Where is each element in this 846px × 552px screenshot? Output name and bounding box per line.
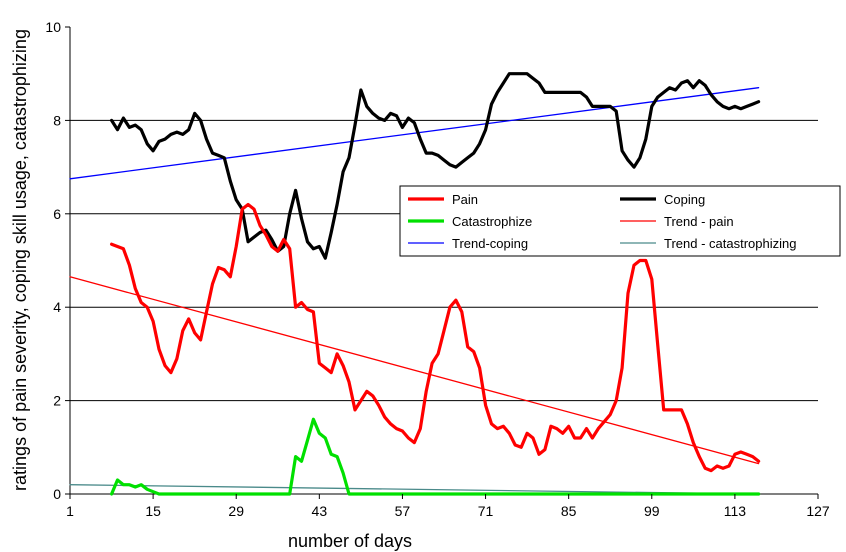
x-tick-label: 29 [228, 503, 244, 519]
legend-label: Pain [452, 192, 478, 207]
x-tick-label: 85 [561, 503, 577, 519]
y-axis-ticks: 0 2 4 6 8 10 [45, 19, 70, 502]
y-tick-label: 10 [45, 19, 61, 35]
legend-label: Catastrophize [452, 214, 532, 229]
y-tick-label: 4 [53, 299, 61, 315]
plot-area [69, 27, 818, 495]
series-line-coping [110, 72, 761, 260]
x-tick-label: 99 [644, 503, 660, 519]
y-tick-label: 0 [53, 486, 61, 502]
legend-label: Trend - pain [664, 214, 734, 229]
series-line-catastrophize [110, 417, 761, 496]
x-tick-label: 15 [145, 503, 161, 519]
x-axis-ticks: 1 15 29 43 57 71 85 99 113 127 [66, 494, 830, 519]
y-tick-label: 6 [53, 206, 61, 222]
legend-label: Trend - catastrophizing [664, 236, 796, 251]
x-tick-label: 71 [478, 503, 494, 519]
x-tick-label: 127 [806, 503, 830, 519]
series-line-trend-pain [69, 276, 760, 465]
x-axis-title: number of days [288, 531, 412, 551]
x-tick-label: 57 [395, 503, 411, 519]
y-axis-title: ratings of pain severity, coping skill u… [10, 29, 30, 491]
legend-label: Trend-coping [452, 236, 528, 251]
series-lines [69, 72, 761, 496]
series-line-trend-coping [69, 87, 760, 180]
y-tick-label: 8 [53, 112, 61, 128]
x-tick-label: 1 [66, 503, 74, 519]
legend: Pain Coping Catastrophize Trend - pain Trend… [399, 185, 841, 257]
x-tick-label: 43 [312, 503, 328, 519]
series-line-pain [110, 202, 761, 473]
gridlines [70, 119, 818, 402]
y-tick-label: 2 [53, 393, 61, 409]
legend-label: Coping [664, 192, 705, 207]
x-tick-label: 113 [724, 503, 747, 519]
